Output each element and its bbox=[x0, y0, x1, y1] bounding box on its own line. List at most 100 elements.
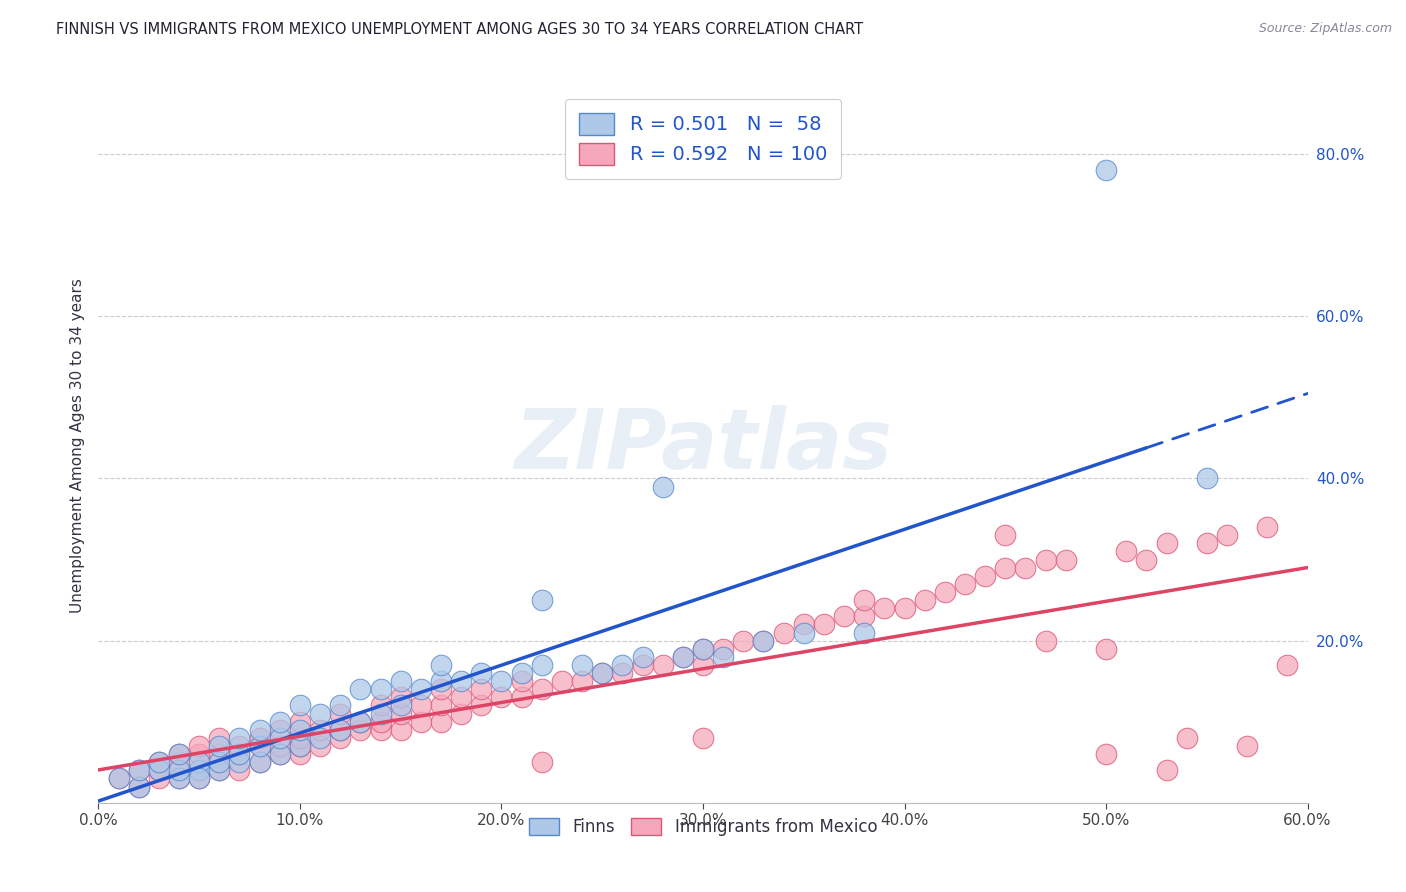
Point bbox=[389, 690, 412, 705]
Point bbox=[167, 772, 190, 786]
Point bbox=[409, 698, 432, 713]
Point bbox=[167, 772, 190, 786]
Point bbox=[450, 674, 472, 689]
Point bbox=[228, 764, 250, 778]
Point bbox=[309, 706, 332, 721]
Point bbox=[430, 714, 453, 729]
Point bbox=[974, 568, 997, 582]
Point bbox=[692, 731, 714, 745]
Point bbox=[631, 657, 654, 672]
Point bbox=[370, 714, 392, 729]
Point bbox=[1035, 633, 1057, 648]
Point bbox=[148, 756, 170, 770]
Point bbox=[228, 747, 250, 761]
Text: Source: ZipAtlas.com: Source: ZipAtlas.com bbox=[1258, 22, 1392, 36]
Point bbox=[1175, 731, 1198, 745]
Point bbox=[733, 633, 755, 648]
Point bbox=[853, 609, 876, 624]
Point bbox=[370, 682, 392, 697]
Point bbox=[934, 585, 956, 599]
Point bbox=[370, 706, 392, 721]
Point bbox=[128, 764, 150, 778]
Point bbox=[692, 641, 714, 656]
Point bbox=[309, 723, 332, 737]
Point bbox=[188, 747, 211, 761]
Point bbox=[349, 714, 371, 729]
Text: ZIPatlas: ZIPatlas bbox=[515, 406, 891, 486]
Point bbox=[107, 772, 129, 786]
Point bbox=[349, 714, 371, 729]
Point bbox=[329, 731, 352, 745]
Point bbox=[752, 633, 775, 648]
Point bbox=[953, 577, 976, 591]
Point bbox=[1095, 641, 1118, 656]
Point bbox=[188, 772, 211, 786]
Point bbox=[167, 756, 190, 770]
Point bbox=[672, 649, 695, 664]
Point bbox=[832, 609, 855, 624]
Point bbox=[288, 698, 311, 713]
Point bbox=[591, 666, 613, 681]
Point bbox=[772, 625, 794, 640]
Point bbox=[510, 674, 533, 689]
Point bbox=[228, 756, 250, 770]
Point bbox=[430, 657, 453, 672]
Point bbox=[167, 747, 190, 761]
Point bbox=[450, 690, 472, 705]
Point bbox=[430, 674, 453, 689]
Point bbox=[1054, 552, 1077, 566]
Point bbox=[329, 706, 352, 721]
Point bbox=[288, 739, 311, 753]
Point bbox=[994, 528, 1017, 542]
Point bbox=[370, 698, 392, 713]
Y-axis label: Unemployment Among Ages 30 to 34 years: Unemployment Among Ages 30 to 34 years bbox=[69, 278, 84, 614]
Point bbox=[370, 723, 392, 737]
Point bbox=[793, 617, 815, 632]
Point bbox=[269, 714, 291, 729]
Point bbox=[188, 764, 211, 778]
Point bbox=[591, 666, 613, 681]
Point bbox=[148, 756, 170, 770]
Point bbox=[1115, 544, 1137, 558]
Point bbox=[269, 731, 291, 745]
Point bbox=[1156, 764, 1178, 778]
Point bbox=[470, 682, 492, 697]
Point bbox=[128, 780, 150, 794]
Point bbox=[389, 706, 412, 721]
Point bbox=[148, 764, 170, 778]
Point bbox=[269, 723, 291, 737]
Point bbox=[148, 764, 170, 778]
Point bbox=[430, 698, 453, 713]
Point bbox=[491, 674, 513, 689]
Point bbox=[813, 617, 835, 632]
Point bbox=[349, 723, 371, 737]
Point bbox=[309, 739, 332, 753]
Point bbox=[269, 747, 291, 761]
Point bbox=[188, 772, 211, 786]
Point bbox=[208, 739, 231, 753]
Point bbox=[612, 657, 634, 672]
Point bbox=[288, 723, 311, 737]
Point bbox=[1095, 163, 1118, 178]
Point bbox=[409, 714, 432, 729]
Point bbox=[329, 723, 352, 737]
Point bbox=[228, 739, 250, 753]
Point bbox=[389, 723, 412, 737]
Point bbox=[1135, 552, 1157, 566]
Point bbox=[530, 593, 553, 607]
Point bbox=[208, 731, 231, 745]
Point bbox=[1216, 528, 1239, 542]
Point bbox=[208, 756, 231, 770]
Point bbox=[530, 657, 553, 672]
Point bbox=[269, 739, 291, 753]
Point bbox=[249, 756, 271, 770]
Point bbox=[651, 479, 673, 493]
Point bbox=[188, 739, 211, 753]
Point bbox=[752, 633, 775, 648]
Point bbox=[1095, 747, 1118, 761]
Point bbox=[530, 756, 553, 770]
Point bbox=[329, 698, 352, 713]
Point bbox=[510, 666, 533, 681]
Point bbox=[994, 560, 1017, 574]
Point bbox=[571, 674, 593, 689]
